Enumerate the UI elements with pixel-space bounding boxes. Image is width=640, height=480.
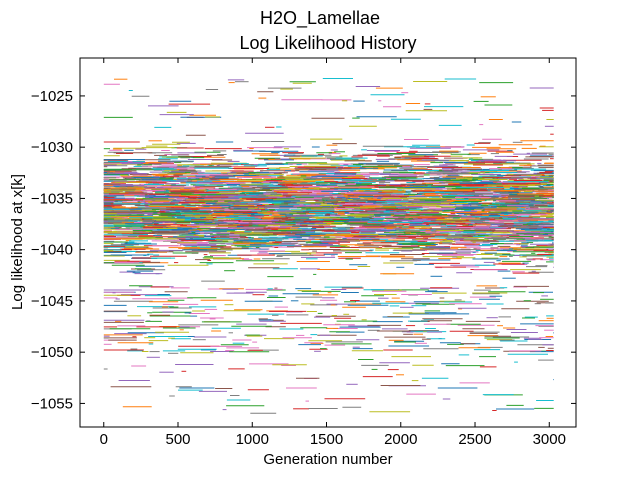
chart-title: H2O_Lamellae bbox=[260, 8, 380, 29]
chart-subtitle: Log Likelihood History bbox=[239, 33, 416, 53]
series-lines bbox=[103, 78, 554, 414]
